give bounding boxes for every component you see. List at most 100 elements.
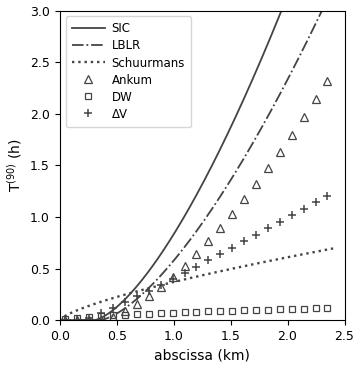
Line: LBLR: LBLR: [60, 0, 333, 320]
LBLR: [58, 318, 62, 322]
X-axis label: abscissa (km): abscissa (km): [154, 348, 250, 362]
ΔV: [313, 200, 318, 205]
Ankum: [111, 315, 115, 319]
DW: [99, 314, 103, 318]
Ankum: [158, 285, 163, 289]
SIC: [230, 123, 234, 127]
DW: [325, 306, 330, 310]
ΔV: [111, 305, 115, 310]
Schuurmans: [256, 261, 261, 265]
Ankum: [206, 239, 211, 244]
Ankum: [218, 226, 222, 230]
DW: [147, 312, 151, 316]
DW: [218, 309, 222, 313]
ΔV: [325, 194, 330, 198]
Ankum: [194, 252, 199, 256]
DW: [289, 307, 294, 311]
ΔV: [289, 213, 294, 217]
DW: [206, 309, 211, 314]
SIC: [90, 318, 95, 322]
Ankum: [135, 302, 139, 307]
Ankum: [254, 182, 258, 186]
Ankum: [99, 318, 103, 322]
Ankum: [123, 309, 127, 314]
ΔV: [135, 294, 139, 298]
DW: [242, 308, 246, 312]
DW: [123, 312, 127, 317]
LBLR: [255, 134, 259, 138]
ΔV: [123, 300, 127, 304]
Ankum: [183, 263, 187, 268]
ΔV: [301, 207, 306, 211]
Ankum: [289, 132, 294, 137]
ΔV: [230, 245, 234, 250]
DW: [135, 312, 139, 316]
ΔV: [147, 289, 151, 293]
Schuurmans: [230, 266, 234, 271]
ΔV: [87, 316, 91, 320]
ΔV: [194, 264, 199, 269]
Ankum: [147, 294, 151, 298]
Ankum: [301, 115, 306, 120]
ΔV: [170, 276, 175, 281]
Line: SIC: SIC: [60, 0, 333, 320]
ΔV: [183, 270, 187, 275]
LBLR: [166, 265, 170, 270]
Ankum: [278, 150, 282, 154]
DW: [266, 307, 270, 312]
SIC: [256, 64, 261, 68]
ΔV: [158, 283, 163, 287]
Ankum: [63, 318, 68, 322]
SIC: [255, 67, 259, 71]
ΔV: [254, 233, 258, 237]
LBLR: [230, 176, 234, 181]
Line: Ankum: Ankum: [62, 77, 331, 324]
Ankum: [325, 79, 330, 83]
LBLR: [256, 131, 261, 135]
DW: [194, 310, 199, 314]
Schuurmans: [58, 318, 62, 322]
Line: ΔV: ΔV: [61, 191, 332, 324]
DW: [230, 308, 234, 313]
DW: [75, 315, 80, 320]
DW: [111, 313, 115, 318]
Y-axis label: T$^{(90)}$ (h): T$^{(90)}$ (h): [5, 138, 24, 192]
Schuurmans: [331, 246, 335, 251]
Ankum: [313, 97, 318, 102]
DW: [301, 307, 306, 311]
Ankum: [230, 212, 234, 216]
DW: [63, 316, 68, 321]
ΔV: [218, 252, 222, 256]
Line: Schuurmans: Schuurmans: [60, 248, 333, 320]
ΔV: [99, 311, 103, 315]
DW: [278, 307, 282, 311]
Ankum: [75, 318, 80, 322]
LBLR: [147, 286, 151, 290]
DW: [183, 310, 187, 315]
Line: DW: DW: [62, 305, 330, 322]
Ankum: [87, 318, 91, 322]
ΔV: [206, 258, 211, 262]
ΔV: [63, 318, 68, 322]
Schuurmans: [166, 281, 170, 286]
DW: [87, 315, 91, 319]
DW: [158, 311, 163, 315]
Legend: SIC, LBLR, Schuurmans, Ankum, DW, ΔV: SIC, LBLR, Schuurmans, Ankum, DW, ΔV: [66, 17, 191, 127]
DW: [313, 306, 318, 311]
Ankum: [242, 197, 246, 202]
SIC: [147, 269, 151, 273]
Schuurmans: [255, 261, 259, 266]
ΔV: [278, 220, 282, 224]
Ankum: [266, 166, 270, 170]
DW: [170, 311, 175, 315]
ΔV: [75, 318, 80, 322]
Schuurmans: [90, 302, 95, 307]
ΔV: [266, 226, 270, 231]
SIC: [58, 318, 62, 322]
Ankum: [170, 275, 175, 279]
ΔV: [242, 239, 246, 244]
Schuurmans: [147, 286, 151, 290]
DW: [254, 308, 258, 312]
SIC: [166, 241, 170, 245]
LBLR: [90, 318, 95, 322]
